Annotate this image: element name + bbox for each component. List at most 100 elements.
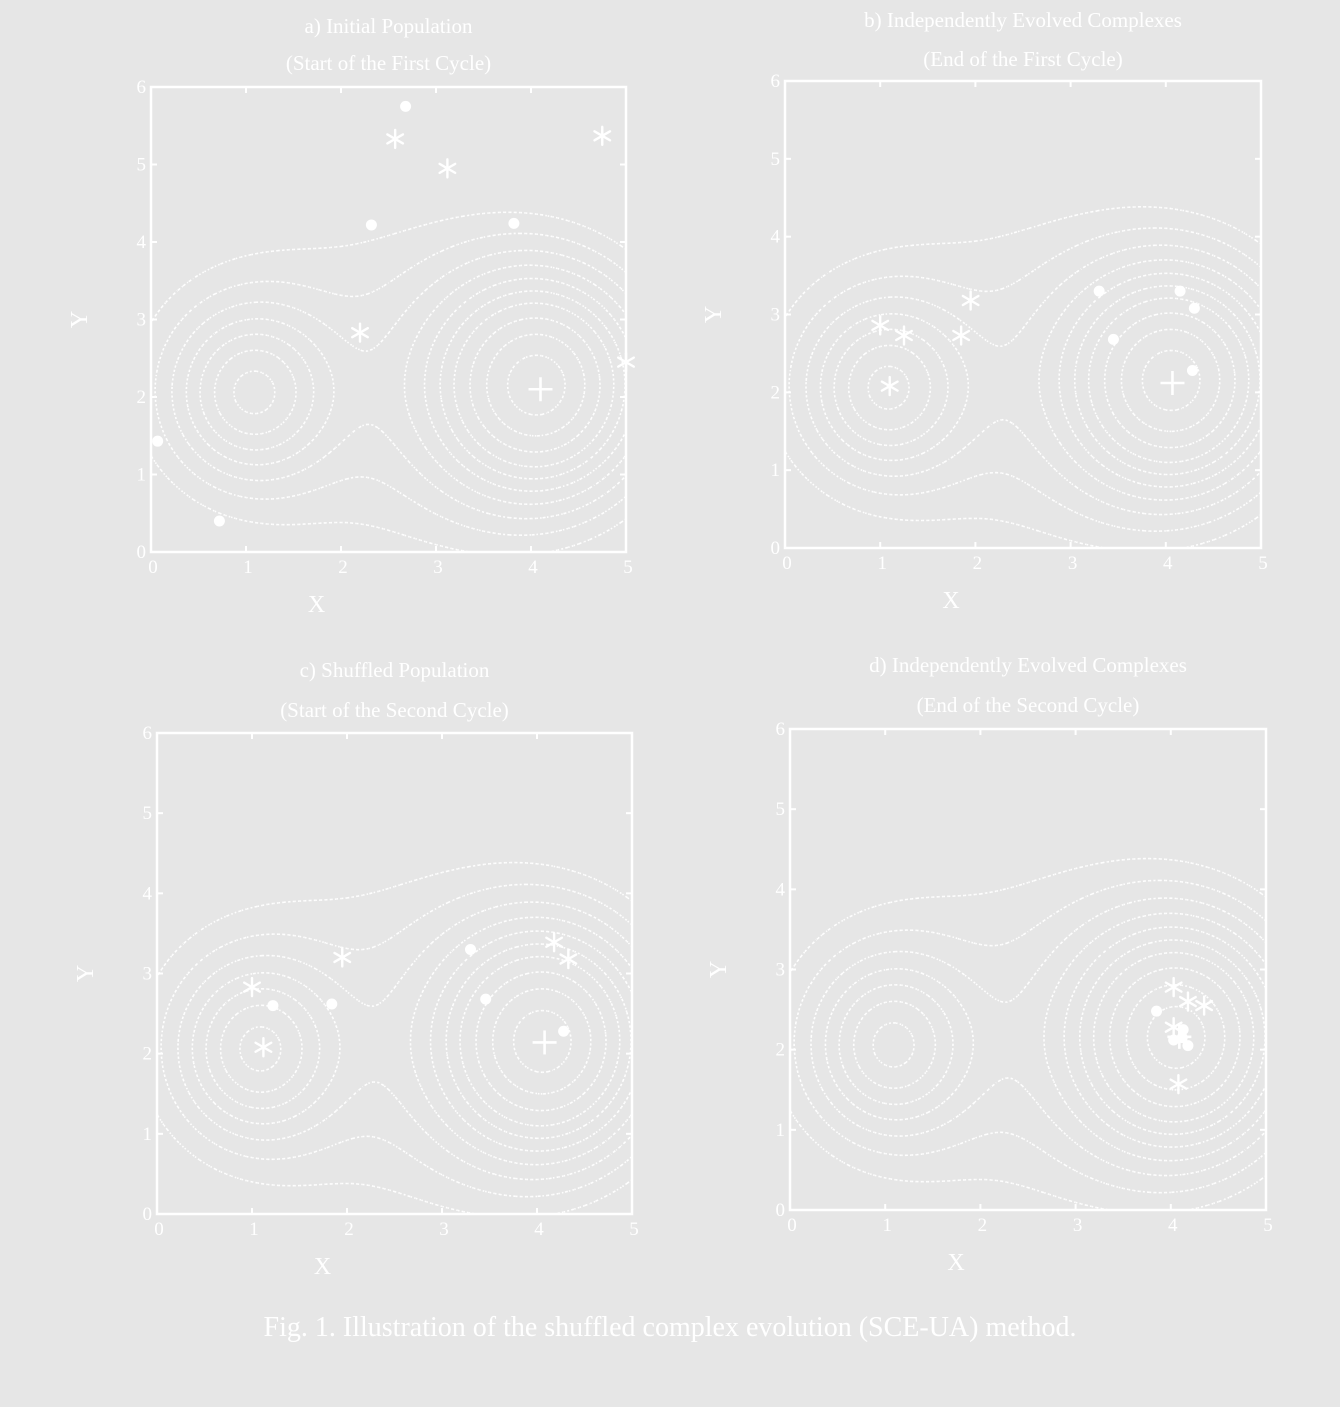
point-asterisk	[438, 158, 457, 179]
y-tick-label: 5	[771, 149, 781, 170]
x-tick-label: 3	[1073, 1215, 1083, 1236]
x-tick-label: 5	[1258, 553, 1268, 574]
y-tick-label: 4	[771, 227, 781, 248]
y-tick-label: 1	[137, 465, 147, 486]
y-axis-label: Y	[73, 965, 99, 982]
y-tick-label: 2	[776, 1040, 786, 1061]
x-tick-label: 1	[882, 1215, 892, 1236]
point-dot	[326, 998, 338, 1010]
point-asterisk	[333, 947, 352, 968]
x-tick-label: 1	[877, 553, 887, 574]
point-asterisk	[871, 315, 890, 336]
point-asterisk	[559, 948, 578, 970]
point-asterisk	[593, 125, 612, 147]
x-axis-label: X	[314, 1254, 331, 1280]
x-tick-label: 5	[623, 557, 633, 578]
y-tick-label: 4	[776, 879, 786, 900]
x-tick-label: 0	[148, 557, 158, 578]
figure-caption: Fig. 1. Illustration of the shuffled com…	[263, 1312, 1077, 1343]
x-tick-label: 3	[433, 557, 443, 578]
plot-frame	[149, 85, 628, 554]
contour-lines	[157, 861, 632, 1214]
panel-subtitle: (Start of the Second Cycle)	[280, 698, 509, 722]
y-tick-label: 3	[771, 305, 781, 326]
point-asterisk	[961, 290, 980, 311]
panel-c: c) Shuffled Population (Start of the Seco…	[73, 658, 639, 1280]
y-tick-label: 6	[771, 71, 781, 92]
panel-title: c) Shuffled Population	[300, 658, 490, 682]
x-tick-label: 0	[782, 553, 792, 574]
x-tick-label: 4	[1168, 1215, 1178, 1236]
y-tick-label: 6	[137, 77, 147, 98]
plot-frame	[155, 731, 634, 1216]
y-tick-label: 3	[143, 964, 153, 985]
x-tick-label: 0	[787, 1215, 797, 1236]
point-dot	[365, 219, 377, 231]
panel-subtitle: (End of the First Cycle)	[923, 47, 1122, 71]
x-tick-label: 1	[243, 557, 253, 578]
contour-lines	[790, 857, 1266, 1210]
y-tick-label: 5	[143, 803, 153, 824]
panel-title: b) Independently Evolved Complexes	[864, 8, 1182, 32]
point-dot	[1188, 302, 1200, 314]
panel-title: a) Initial Population	[305, 14, 473, 38]
x-tick-label: 5	[629, 1219, 639, 1240]
point-dot	[400, 100, 412, 112]
point-dot	[480, 993, 492, 1005]
contour-lines	[151, 211, 626, 552]
point-asterisk	[1164, 976, 1183, 998]
point-dot	[558, 1025, 570, 1037]
y-tick-label: 1	[771, 460, 781, 481]
y-tick-label: 3	[776, 960, 786, 981]
point-dot	[1093, 285, 1105, 297]
x-tick-label: 2	[973, 553, 983, 574]
y-axis-label: Y	[701, 306, 727, 323]
panel-d: d) Independently Evolved Complexes (End o…	[706, 653, 1273, 1276]
point-asterisk	[254, 1037, 273, 1058]
point-asterisk	[545, 932, 564, 953]
point-dot	[1182, 1040, 1194, 1052]
point-asterisk	[617, 351, 635, 373]
x-tick-label: 5	[1263, 1215, 1273, 1236]
point-dot	[1174, 285, 1186, 297]
point-dot	[1107, 333, 1119, 345]
panel-b: b) Independently Evolved Complexes (End o…	[701, 8, 1268, 614]
y-axis-label: Y	[706, 961, 732, 978]
plot-frame	[783, 79, 1263, 550]
y-tick-label: 1	[776, 1120, 786, 1141]
y-tick-label: 0	[137, 542, 147, 563]
y-tick-label: 5	[137, 155, 147, 176]
x-axis-label: X	[947, 1250, 964, 1276]
x-tick-label: 2	[338, 557, 348, 578]
x-tick-label: 4	[528, 557, 538, 578]
y-tick-label: 0	[776, 1200, 786, 1221]
x-tick-label: 3	[1068, 553, 1078, 574]
x-tick-label: 1	[249, 1219, 259, 1240]
y-tick-label: 4	[143, 883, 153, 904]
x-axis-label: X	[308, 592, 325, 618]
y-tick-label: 2	[137, 387, 147, 408]
panel-title: d) Independently Evolved Complexes	[869, 653, 1187, 677]
point-asterisk	[880, 375, 899, 397]
point-plus	[528, 377, 553, 402]
point-asterisk	[1169, 1073, 1188, 1095]
panel-a: a) Initial Population (Start of the First…	[67, 14, 635, 618]
y-tick-label: 4	[137, 232, 147, 253]
x-tick-label: 0	[154, 1219, 164, 1240]
point-asterisk	[895, 325, 913, 346]
point-dot	[508, 217, 520, 229]
point-dot	[1151, 1005, 1163, 1017]
y-axis-label: Y	[67, 311, 93, 328]
point-dot	[213, 515, 225, 527]
x-tick-label: 2	[978, 1215, 988, 1236]
point-asterisk	[952, 325, 971, 346]
y-tick-label: 3	[137, 310, 147, 331]
point-asterisk	[1178, 991, 1197, 1012]
y-tick-label: 2	[143, 1044, 153, 1065]
plot-frame	[788, 727, 1268, 1212]
panel-subtitle: (End of the Second Cycle)	[917, 693, 1140, 717]
y-tick-label: 0	[143, 1204, 153, 1225]
point-asterisk	[386, 128, 405, 150]
y-tick-label: 6	[143, 723, 153, 744]
